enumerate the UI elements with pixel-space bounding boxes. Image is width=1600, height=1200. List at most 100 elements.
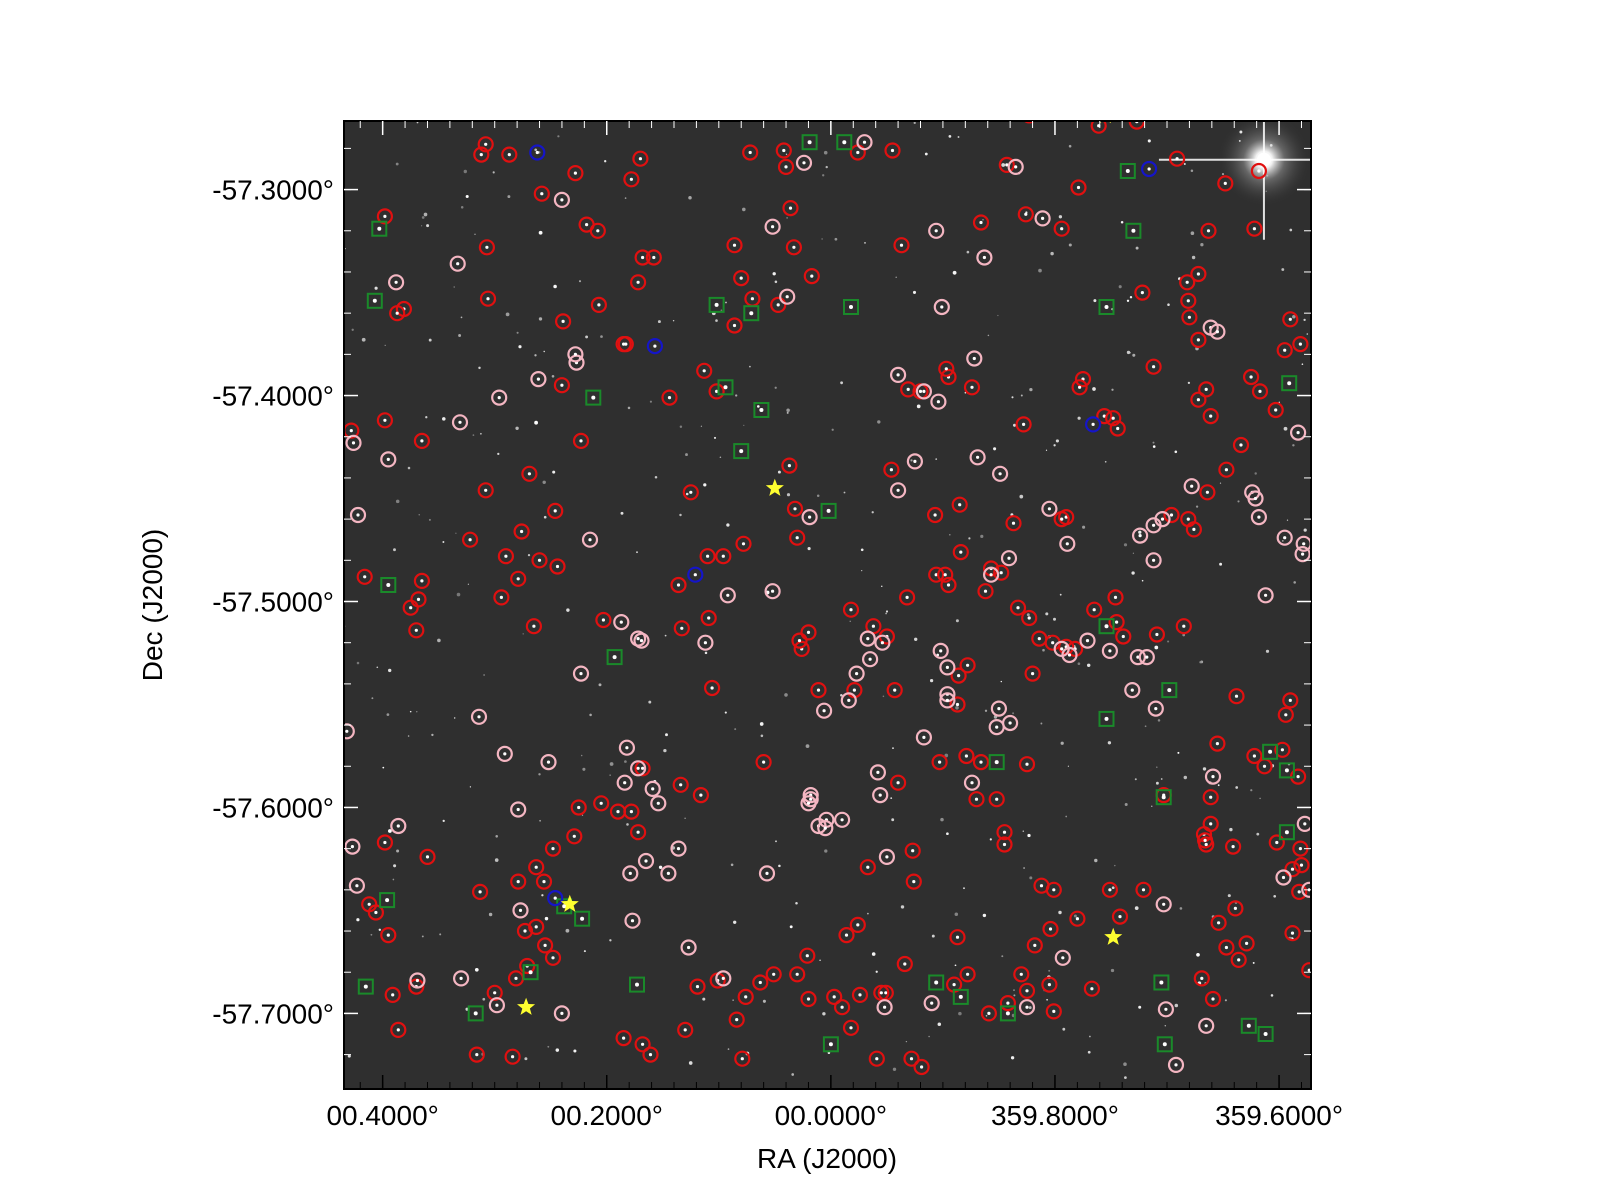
circle-marker: [764, 583, 781, 600]
background-star: [816, 494, 820, 497]
circle-marker: [801, 508, 818, 526]
circle-marker: [677, 1021, 694, 1039]
circle-marker: [1276, 342, 1293, 359]
source-star: [939, 649, 943, 653]
square-marker: [1161, 682, 1178, 699]
background-star: [543, 350, 545, 353]
background-star: [952, 270, 957, 275]
circle-marker: [991, 465, 1009, 482]
source-star: [862, 140, 867, 144]
background-star: [733, 920, 737, 924]
source-star: [572, 834, 576, 838]
circle-marker: [1018, 999, 1036, 1016]
source-star: [1031, 672, 1035, 676]
circle-marker: [1204, 990, 1222, 1008]
source-star: [1048, 927, 1053, 931]
circle-marker: [493, 589, 510, 606]
background-star: [1027, 833, 1031, 838]
circle-marker: [376, 208, 393, 225]
source-star: [385, 898, 390, 903]
plot-frame: [343, 120, 1312, 1090]
circle-marker: [1294, 545, 1311, 563]
background-star: [1019, 494, 1024, 499]
source-star: [945, 698, 950, 703]
source-star: [386, 583, 391, 587]
circle-marker: [1054, 949, 1071, 966]
background-star: [600, 335, 603, 338]
circle-marker: [1204, 768, 1222, 785]
circle-marker: [928, 566, 945, 583]
background-star: [963, 887, 965, 890]
circle-marker: [1190, 265, 1207, 283]
circle-marker: [462, 531, 479, 548]
background-star: [423, 212, 428, 217]
background-star: [1191, 255, 1196, 260]
circle-marker: [1198, 1017, 1215, 1034]
square-marker: [379, 892, 396, 909]
circle-marker: [1274, 741, 1291, 758]
circle-marker: [1147, 700, 1164, 717]
square-marker: [1119, 163, 1136, 179]
background-star: [720, 309, 723, 312]
background-star: [409, 710, 412, 713]
background-star: [1045, 612, 1049, 616]
background-star: [565, 928, 570, 933]
background-star: [1147, 139, 1151, 143]
background-star: [1038, 268, 1042, 273]
source-star: [386, 457, 390, 461]
circle-marker: [993, 564, 1010, 581]
circle-marker: [567, 165, 584, 182]
source-star: [579, 672, 583, 676]
background-star: [467, 583, 470, 585]
square-marker: [1098, 299, 1115, 315]
background-star: [1200, 243, 1204, 247]
background-star: [1187, 381, 1191, 385]
source-star: [486, 297, 490, 301]
circle-marker: [1196, 832, 1214, 849]
source-star: [510, 1055, 515, 1059]
background-star: [552, 470, 556, 474]
background-star: [860, 548, 864, 552]
source-markers: [344, 121, 1311, 1076]
background-star: [892, 747, 894, 749]
background-star: [777, 470, 781, 474]
background-star: [955, 619, 959, 623]
source-star: [516, 807, 520, 812]
source-star: [1283, 536, 1287, 540]
source-star: [1182, 624, 1186, 628]
background-star: [1118, 285, 1122, 289]
circle-marker: [1005, 515, 1022, 532]
circle-marker: [413, 572, 430, 590]
source-star: [622, 1036, 626, 1040]
background-star: [1131, 571, 1135, 575]
circle-marker: [1101, 881, 1119, 898]
source-star: [458, 420, 462, 424]
background-star: [789, 925, 793, 929]
background-star: [426, 224, 430, 228]
source-star: [456, 262, 460, 266]
background-star: [420, 225, 423, 227]
background-star: [460, 206, 464, 209]
background-star: [1259, 797, 1261, 800]
source-star: [386, 933, 390, 937]
background-star: [774, 386, 777, 389]
square-marker: [988, 754, 1005, 771]
source-star: [1237, 958, 1241, 962]
background-star: [760, 734, 764, 738]
circle-marker: [682, 484, 699, 501]
background-star: [455, 532, 457, 534]
source-star: [656, 801, 660, 805]
circle-marker: [1131, 527, 1149, 544]
background-star: [541, 894, 544, 897]
circle-marker: [1218, 939, 1235, 956]
background-star: [1132, 552, 1135, 554]
circle-marker: [376, 412, 393, 429]
source-star: [776, 303, 780, 307]
circle-marker: [472, 883, 489, 901]
circle-marker: [868, 1050, 885, 1067]
circle-marker: [1083, 980, 1101, 997]
circle-marker: [491, 389, 508, 406]
background-star: [1182, 633, 1186, 637]
circle-marker: [468, 1046, 485, 1063]
background-star: [1289, 228, 1293, 232]
